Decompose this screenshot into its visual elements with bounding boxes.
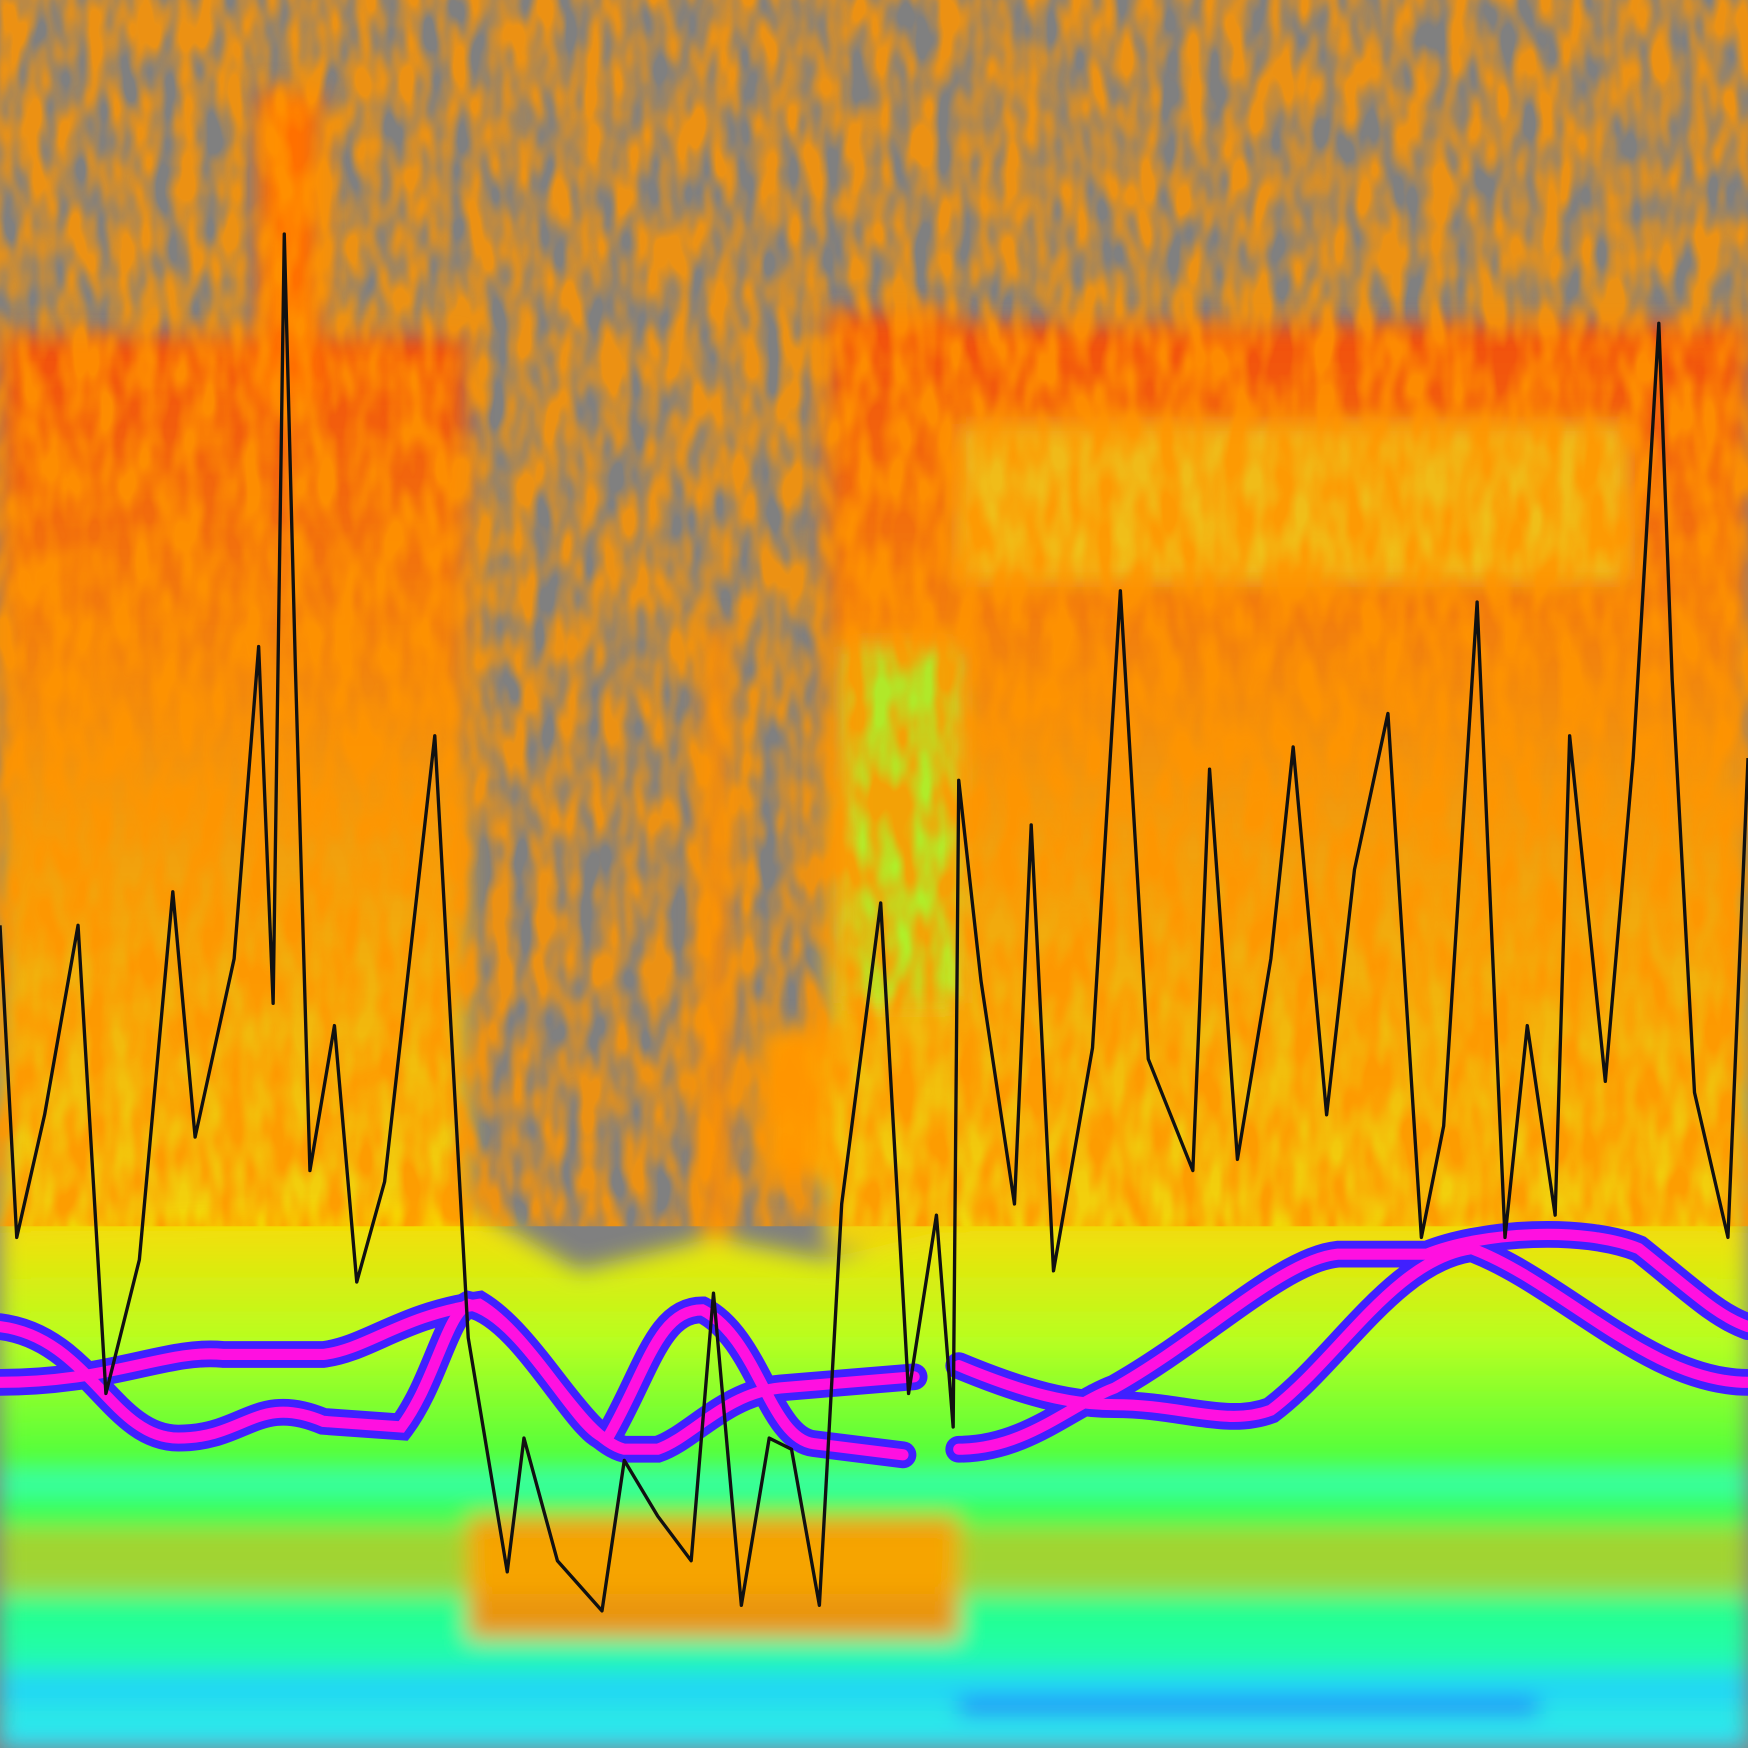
energy-region — [0, 1471, 1748, 1497]
speckles — [0, 0, 1748, 1227]
energy-region — [958, 1700, 1539, 1714]
contour-line — [0, 232, 1748, 1613]
tracks — [0, 1221, 1748, 1469]
energy-region — [0, 1527, 1748, 1595]
track-core — [953, 1228, 1748, 1455]
track-core — [0, 1298, 909, 1461]
